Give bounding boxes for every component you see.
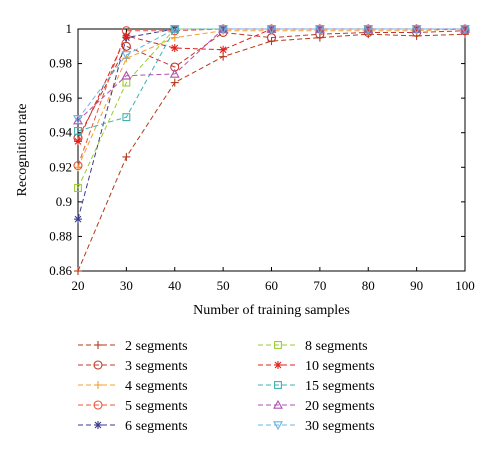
y-tick-label: 0.96 (49, 90, 72, 105)
y-tick-label: 1 (66, 21, 73, 36)
x-axis-title: Number of training samples (193, 303, 350, 318)
series-line (77, 28, 465, 121)
data-point (121, 70, 132, 80)
x-tick-label: 60 (265, 278, 278, 293)
legend-item: 6 segments (78, 419, 188, 434)
series-2-segments (74, 30, 469, 275)
legend-marker (274, 381, 282, 389)
y-tick-label: 0.86 (49, 263, 72, 278)
data-point (363, 25, 374, 35)
legend-item: 2 segments (78, 339, 188, 354)
data-point (460, 25, 470, 35)
axis-ticks: 20 30 40 50 60 70 80 90 100 0.86 0.88 0.9 0.92 0.94 0.… (49, 21, 475, 293)
legend-label: 3 segments (125, 359, 188, 374)
data-point (411, 25, 422, 35)
data-point (74, 137, 82, 146)
data-point (74, 184, 82, 192)
data-point (74, 215, 82, 224)
series-6-segments (74, 25, 469, 224)
data-point (170, 44, 179, 53)
legend-marker (273, 421, 283, 431)
data-point (314, 25, 325, 35)
x-tick-label: 20 (72, 278, 85, 293)
legend-marker (273, 399, 283, 409)
data-point (74, 127, 82, 135)
data-point (266, 25, 277, 35)
legend-marker (94, 421, 102, 429)
data-point (219, 45, 228, 54)
x-tick-label: 50 (217, 278, 230, 293)
x-tick-label: 30 (120, 278, 133, 293)
legend-label: 4 segments (125, 379, 188, 394)
data-point (74, 267, 82, 275)
series-line (77, 28, 465, 142)
legend-item: 5 segments (78, 399, 188, 414)
series-line (77, 28, 465, 189)
legend: 2 segments 3 segments 4 segments 5 segments… (78, 339, 375, 434)
series-line (77, 28, 465, 120)
series-line (77, 28, 465, 220)
series-30-segments (73, 25, 470, 125)
data-point (169, 68, 180, 78)
y-tick-label: 0.92 (49, 159, 72, 174)
legend-marker (94, 341, 102, 349)
data-point (219, 52, 228, 61)
legend-item: 15 segments (258, 379, 375, 394)
legend-label: 10 segments (305, 359, 375, 374)
legend-label: 2 segments (125, 339, 188, 354)
y-axis-title: Recognition rate (15, 104, 30, 197)
x-tick-label: 90 (410, 278, 423, 293)
series-line (77, 30, 466, 139)
legend-label: 15 segments (305, 379, 375, 394)
legend-label: 30 segments (305, 419, 375, 434)
legend-item: 4 segments (78, 379, 188, 394)
y-tick-label: 0.94 (49, 125, 72, 140)
legend-marker (93, 400, 103, 410)
x-tick-label: 100 (455, 278, 475, 293)
series-line (77, 33, 466, 272)
x-tick-label: 40 (168, 278, 181, 293)
legend-label: 20 segments (305, 399, 375, 414)
x-tick-label: 80 (362, 278, 375, 293)
series-lines (73, 23, 470, 275)
legend-label: 5 segments (125, 399, 188, 414)
data-point (121, 41, 131, 51)
legend-marker (93, 360, 103, 370)
legend-item: 8 segments (258, 339, 368, 354)
y-tick-label: 0.88 (49, 228, 72, 243)
data-point (122, 31, 131, 40)
data-point (170, 78, 179, 87)
y-tick-label: 0.9 (56, 194, 72, 209)
y-tick-label: 0.98 (49, 56, 72, 71)
legend-item: 3 segments (78, 359, 188, 374)
data-point (218, 25, 229, 35)
legend-marker (94, 381, 102, 389)
plot-frame (77, 28, 466, 272)
legend-marker (274, 341, 282, 349)
plot-area (77, 28, 466, 272)
series-4-segments (74, 25, 469, 172)
data-point (122, 152, 131, 161)
legend-label: 6 segments (125, 419, 188, 434)
legend-item: 30 segments (258, 419, 375, 434)
data-point (73, 161, 83, 171)
legend-item: 10 segments (258, 359, 375, 374)
data-point (121, 51, 132, 61)
x-tick-label: 70 (313, 278, 326, 293)
legend-item: 20 segments (258, 399, 375, 414)
data-point (73, 115, 83, 125)
data-point (169, 25, 180, 35)
legend-marker (274, 361, 282, 369)
series-line (77, 28, 466, 168)
legend-label: 8 segments (305, 339, 368, 354)
data-point (122, 113, 131, 122)
series-5-segments (73, 24, 470, 171)
